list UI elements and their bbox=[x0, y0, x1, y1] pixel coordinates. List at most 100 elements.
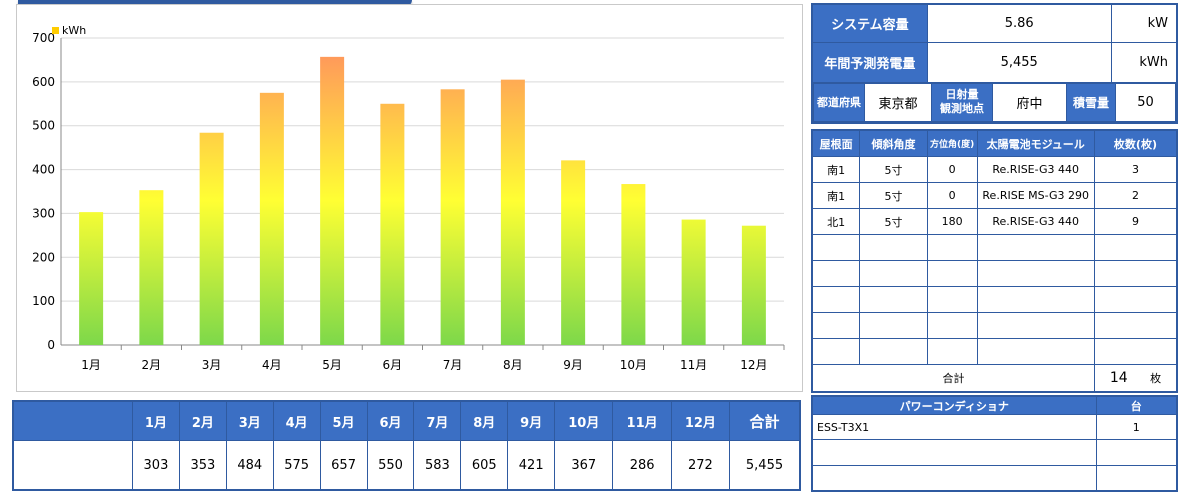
x-tick-label: 2月 bbox=[142, 358, 162, 372]
bar-9 bbox=[561, 160, 586, 345]
capacity-value: 5.86 bbox=[926, 3, 1112, 43]
roof-header: 屋根面 bbox=[811, 129, 861, 157]
y-tick-label: 300 bbox=[32, 206, 55, 220]
roof-cell: 2 bbox=[1093, 182, 1178, 209]
x-tick-label: 5月 bbox=[322, 358, 342, 372]
x-tick-label: 6月 bbox=[383, 358, 403, 372]
table-row bbox=[811, 312, 1178, 339]
roof-total-unit: 枚 bbox=[1150, 372, 1162, 385]
annual-value: 5,455 bbox=[926, 41, 1112, 83]
x-tick-label: 9月 bbox=[563, 358, 583, 372]
y-tick-label: 700 bbox=[32, 31, 55, 45]
monthly-table-value-row: 予測発電量(kWh) 303 353 484 575 657 550 583 6… bbox=[12, 440, 801, 491]
x-tick-label: 11月 bbox=[680, 358, 707, 372]
solar-station-label: 日射量 観測地点 bbox=[931, 82, 993, 122]
month-header: 12月 bbox=[670, 400, 731, 442]
table-row bbox=[811, 260, 1178, 287]
legend-label: kWh bbox=[62, 24, 86, 37]
roof-header: 方位角(度) bbox=[926, 129, 978, 157]
month-header: 2月 bbox=[178, 400, 227, 442]
bar-3 bbox=[199, 132, 224, 345]
month-header: 11月 bbox=[612, 400, 672, 442]
roof-total-value: 14 bbox=[1109, 370, 1128, 386]
table-row bbox=[811, 286, 1178, 313]
annual-label: 年間予測発電量 bbox=[811, 41, 928, 83]
monthly-forecast-table: 1月 2月 3月 4月 5月 6月 7月 8月 9月 10月 11月 12月 合… bbox=[12, 400, 801, 491]
monthly-table-header-row: 1月 2月 3月 4月 5月 6月 7月 8月 9月 10月 11月 12月 合… bbox=[12, 400, 801, 442]
y-tick-label: 100 bbox=[32, 294, 55, 308]
month-value: 484 bbox=[225, 440, 274, 491]
bar-1 bbox=[79, 212, 104, 345]
roof-cell: 9 bbox=[1093, 208, 1178, 235]
bar-5 bbox=[320, 56, 345, 345]
top-accent-bar bbox=[18, 0, 412, 6]
month-header: 10月 bbox=[554, 400, 614, 442]
legend-swatch bbox=[52, 27, 59, 34]
roof-cell: 3 bbox=[1093, 156, 1178, 183]
month-header: 5月 bbox=[319, 400, 368, 442]
solar-station-label-line2: 観測地点 bbox=[940, 102, 984, 115]
snow-label: 積雪量 bbox=[1066, 82, 1116, 122]
roof-module-table: 屋根面 傾斜角度 方位角(度) 太陽電池モジュール 枚数(枚) 南1 5寸 0 … bbox=[811, 129, 1178, 393]
roof-cell: 0 bbox=[926, 182, 978, 209]
roof-cell: Re.RISE-G3 440 bbox=[976, 156, 1095, 183]
x-tick-label: 10月 bbox=[620, 358, 647, 372]
monthly-generation-chart: 0 100 200 300 400 500 600 700 1月 2月 3月 4月 5月 6月 7月 8月 9月… bbox=[16, 4, 803, 392]
table-row bbox=[811, 439, 1178, 466]
roof-header: 太陽電池モジュール bbox=[976, 129, 1095, 157]
roof-cell: Re.RISE MS-G3 290 bbox=[976, 182, 1095, 209]
y-tick-label: 0 bbox=[47, 338, 55, 352]
month-value: 605 bbox=[460, 440, 509, 491]
month-header: 4月 bbox=[272, 400, 321, 442]
month-value: 421 bbox=[507, 440, 556, 491]
y-tick-label: 200 bbox=[32, 250, 55, 264]
roof-total-row: 合計 14 枚 bbox=[811, 364, 1178, 393]
pcs-header: パワーコンディショナ bbox=[811, 395, 1097, 416]
roof-cell: 180 bbox=[926, 208, 978, 235]
table-row bbox=[811, 234, 1178, 261]
roof-table-header: 屋根面 傾斜角度 方位角(度) 太陽電池モジュール 枚数(枚) bbox=[811, 129, 1178, 157]
snow-value: 50 bbox=[1115, 82, 1176, 122]
bar-8 bbox=[500, 79, 525, 346]
month-value: 286 bbox=[612, 440, 672, 491]
prefecture-value: 東京都 bbox=[864, 82, 932, 122]
y-tick-label: 600 bbox=[32, 75, 55, 89]
month-value: 550 bbox=[366, 440, 415, 491]
y-tick-label: 400 bbox=[32, 163, 55, 177]
roof-cell: Re.RISE-G3 440 bbox=[976, 208, 1095, 235]
roof-cell: 0 bbox=[926, 156, 978, 183]
roof-cell: 5寸 bbox=[859, 182, 928, 209]
x-tick-label: 12月 bbox=[740, 358, 767, 372]
month-value: 367 bbox=[554, 440, 614, 491]
month-header: 9月 bbox=[507, 400, 556, 442]
bar-11 bbox=[681, 219, 706, 345]
bar-2 bbox=[139, 190, 164, 345]
prefecture-label: 都道府県 bbox=[813, 82, 865, 122]
bar-10 bbox=[621, 184, 646, 345]
roof-header: 枚数(枚) bbox=[1093, 129, 1178, 157]
month-value: 583 bbox=[413, 440, 462, 491]
capacity-unit: kW bbox=[1110, 3, 1178, 43]
month-value: 272 bbox=[670, 440, 731, 491]
forecast-row-label: 予測発電量(kWh) bbox=[12, 440, 133, 491]
pcs-header: 台 bbox=[1095, 395, 1178, 416]
system-info-table: システム容量 5.86 kW 年間予測発電量 5,455 kWh 都道府県 東京… bbox=[811, 3, 1178, 124]
roof-total-cell: 14 枚 bbox=[1093, 364, 1178, 393]
table-row: 北1 5寸 180 Re.RISE-G3 440 9 bbox=[811, 208, 1178, 235]
month-header: 6月 bbox=[366, 400, 415, 442]
month-header: 1月 bbox=[132, 400, 180, 442]
month-value: 303 bbox=[132, 440, 180, 491]
annual-unit: kWh bbox=[1110, 41, 1178, 83]
capacity-label: システム容量 bbox=[811, 3, 928, 43]
bar-7 bbox=[440, 89, 465, 345]
table-row: ESS-T3X1 1 bbox=[811, 414, 1178, 441]
y-tick-label: 500 bbox=[32, 119, 55, 133]
roof-total-label: 合計 bbox=[811, 364, 1095, 393]
pcs-count: 1 bbox=[1095, 414, 1178, 441]
roof-cell: 5寸 bbox=[859, 208, 928, 235]
bar-6 bbox=[380, 103, 405, 346]
month-header: 8月 bbox=[460, 400, 509, 442]
x-tick-label: 7月 bbox=[443, 358, 463, 372]
solar-station-label-line1: 日射量 bbox=[945, 88, 979, 101]
month-header: 3月 bbox=[225, 400, 274, 442]
